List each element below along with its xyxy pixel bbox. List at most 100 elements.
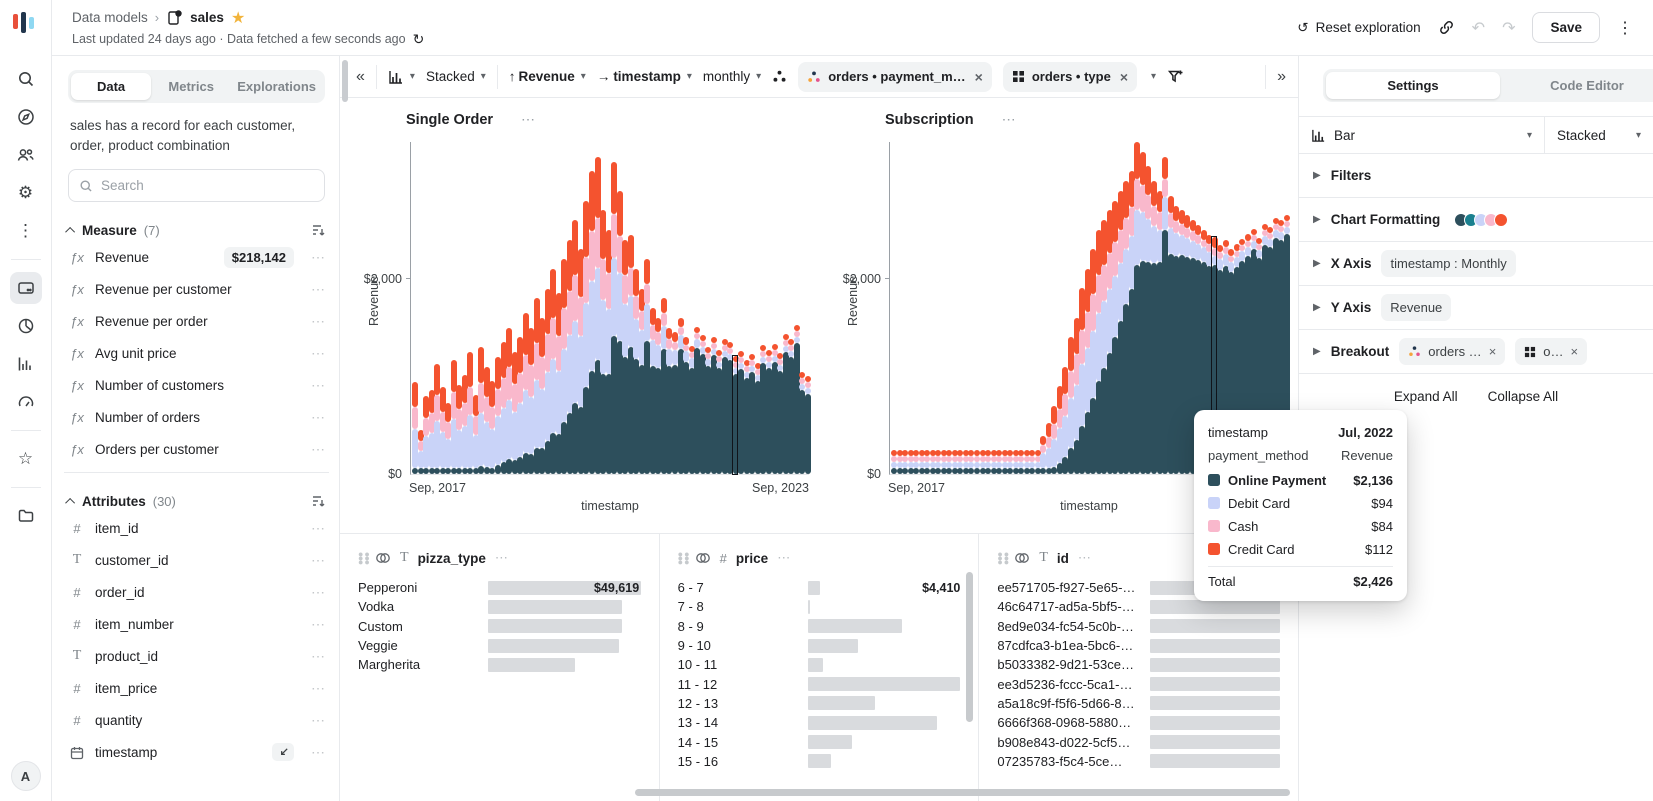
attribute-item[interactable]: # item_price ⋯ bbox=[68, 672, 325, 704]
remove-chip-icon[interactable]: × bbox=[1570, 344, 1579, 359]
stacked-bar[interactable] bbox=[478, 347, 485, 474]
tab-settings[interactable]: Settings bbox=[1326, 72, 1500, 99]
stacked-bar[interactable] bbox=[1139, 151, 1146, 474]
stacked-bar[interactable] bbox=[1023, 450, 1030, 474]
stacked-bar[interactable] bbox=[439, 387, 446, 474]
stacked-bar[interactable] bbox=[423, 396, 430, 474]
stacked-bar[interactable] bbox=[688, 345, 695, 474]
row-menu-icon[interactable]: ⋯ bbox=[311, 376, 325, 393]
stacked-bar[interactable] bbox=[760, 344, 767, 474]
stack-mode-select[interactable]: Stacked ▾ bbox=[1557, 127, 1641, 143]
value-row[interactable]: Pepperoni $49,619 bbox=[358, 578, 641, 597]
collapse-all-button[interactable]: Collapse All bbox=[1487, 388, 1559, 404]
stacked-bar[interactable] bbox=[1134, 142, 1141, 474]
stacked-bar[interactable] bbox=[996, 450, 1003, 474]
field-menu-icon[interactable]: ⋯ bbox=[494, 550, 508, 565]
stacked-bar[interactable] bbox=[1056, 386, 1063, 474]
undo-icon[interactable]: ↶ bbox=[1471, 19, 1486, 37]
drag-handle-icon[interactable]: ●● ●● ●● bbox=[997, 549, 1011, 567]
stacked-bar[interactable] bbox=[754, 363, 761, 474]
favorites-star-icon[interactable]: ☆ bbox=[17, 449, 34, 468]
stacked-bar[interactable] bbox=[1150, 181, 1157, 474]
stacked-bar[interactable] bbox=[1012, 450, 1019, 474]
stacked-bar[interactable] bbox=[494, 356, 501, 474]
stacked-bar[interactable] bbox=[766, 349, 772, 474]
stacked-bar[interactable] bbox=[935, 450, 942, 474]
value-row[interactable]: 6666f368-0968-5880… bbox=[997, 713, 1281, 732]
stacked-bar[interactable] bbox=[1217, 244, 1224, 474]
expand-panel-icon[interactable]: » bbox=[1277, 67, 1286, 85]
row-menu-icon[interactable]: ⋯ bbox=[311, 440, 325, 457]
stacked-bar[interactable] bbox=[649, 308, 656, 474]
stacked-bar[interactable] bbox=[1007, 450, 1014, 474]
value-row[interactable]: 10 - 11 bbox=[678, 655, 961, 674]
stacked-bar[interactable] bbox=[1101, 220, 1108, 474]
save-button[interactable]: Save bbox=[1532, 12, 1600, 43]
value-row[interactable]: b908e843-d022-5cf5… bbox=[997, 732, 1281, 751]
stacked-bar[interactable] bbox=[771, 343, 778, 474]
breakout-chip-payment-method[interactable]: orders • payment_m… × bbox=[798, 61, 992, 92]
stacked-bar[interactable] bbox=[555, 293, 562, 474]
section-chart-formatting[interactable]: ▶ Chart Formatting bbox=[1299, 198, 1653, 242]
tab-explorations[interactable]: Explorations bbox=[237, 79, 316, 94]
row-menu-icon[interactable]: ⋯ bbox=[311, 583, 325, 600]
compass-icon[interactable] bbox=[10, 101, 42, 133]
stacked-bar[interactable] bbox=[1034, 450, 1041, 474]
tab-metrics[interactable]: Metrics bbox=[168, 79, 214, 94]
sort-field-selector[interactable]: ↑ Revenue ▾ bbox=[508, 69, 586, 84]
attribute-item[interactable]: timestamp ⋯ bbox=[68, 736, 325, 768]
stacked-bar[interactable] bbox=[666, 327, 673, 474]
stacked-bar[interactable] bbox=[644, 259, 651, 474]
stacked-bar[interactable] bbox=[721, 339, 728, 474]
stacked-bar[interactable] bbox=[913, 450, 920, 474]
stacked-bar[interactable] bbox=[738, 350, 745, 474]
measure-item[interactable]: ƒx Revenue $218,142 ⋯ bbox=[68, 241, 325, 273]
stacked-bar[interactable] bbox=[1001, 450, 1008, 474]
attribute-item[interactable]: # item_number ⋯ bbox=[68, 608, 325, 640]
row-menu-icon[interactable]: ⋯ bbox=[311, 519, 325, 536]
stacked-bar[interactable] bbox=[940, 450, 947, 474]
row-menu-icon[interactable]: ⋯ bbox=[311, 551, 325, 568]
breakout-chip-type[interactable]: o… × bbox=[1515, 338, 1588, 365]
stacked-bar[interactable] bbox=[500, 342, 507, 474]
value-row[interactable]: 87cdfca3-b1ea-5bc6-… bbox=[997, 636, 1281, 655]
stacked-bar[interactable] bbox=[539, 317, 546, 474]
tab-data[interactable]: Data bbox=[71, 73, 152, 100]
stacked-bar[interactable] bbox=[1112, 200, 1119, 474]
value-row[interactable]: Vodka bbox=[358, 597, 641, 616]
stacked-bar[interactable] bbox=[731, 354, 739, 476]
share-link-icon[interactable] bbox=[1438, 19, 1455, 37]
pivot-field-selector[interactable]: → timestamp ▾ bbox=[596, 69, 692, 84]
remove-chip-icon[interactable]: × bbox=[974, 68, 983, 85]
stacked-bar[interactable] bbox=[743, 359, 750, 474]
stacked-bar[interactable] bbox=[1222, 239, 1229, 474]
stacked-bar[interactable] bbox=[450, 360, 457, 474]
measure-item[interactable]: ƒx Number of orders ⋯ bbox=[68, 401, 325, 433]
stacked-bar[interactable] bbox=[533, 298, 540, 474]
stacked-bar[interactable] bbox=[777, 352, 784, 474]
drag-handle-icon[interactable]: ●● ●● ●● bbox=[358, 549, 371, 567]
value-row[interactable]: 12 - 13 bbox=[678, 694, 961, 713]
stacked-bar[interactable] bbox=[489, 381, 496, 474]
attribute-item[interactable]: # quantity ⋯ bbox=[68, 704, 325, 736]
row-menu-icon[interactable]: ⋯ bbox=[311, 408, 325, 425]
stacked-bar[interactable] bbox=[1117, 190, 1124, 474]
stacked-bar[interactable] bbox=[616, 190, 623, 474]
stacked-bar[interactable] bbox=[694, 326, 701, 474]
stacked-bar[interactable] bbox=[1189, 220, 1196, 474]
stacked-bar[interactable] bbox=[1250, 228, 1257, 474]
stacked-bar[interactable] bbox=[716, 349, 723, 474]
stacked-bar[interactable] bbox=[929, 450, 936, 474]
stacked-bar[interactable] bbox=[957, 450, 964, 474]
value-row[interactable]: 7 - 8 bbox=[678, 597, 961, 616]
measure-item[interactable]: ƒx Orders per customer ⋯ bbox=[68, 433, 325, 465]
measure-item[interactable]: ƒx Number of customers ⋯ bbox=[68, 369, 325, 401]
stacked-bar[interactable] bbox=[1145, 166, 1152, 474]
stacked-bar[interactable] bbox=[550, 268, 557, 474]
search-box[interactable] bbox=[68, 169, 325, 203]
stacked-bar[interactable] bbox=[793, 324, 800, 474]
stacked-bar[interactable] bbox=[1156, 190, 1163, 474]
stacked-bar[interactable] bbox=[1128, 171, 1135, 474]
stacked-bar[interactable] bbox=[1051, 405, 1058, 474]
